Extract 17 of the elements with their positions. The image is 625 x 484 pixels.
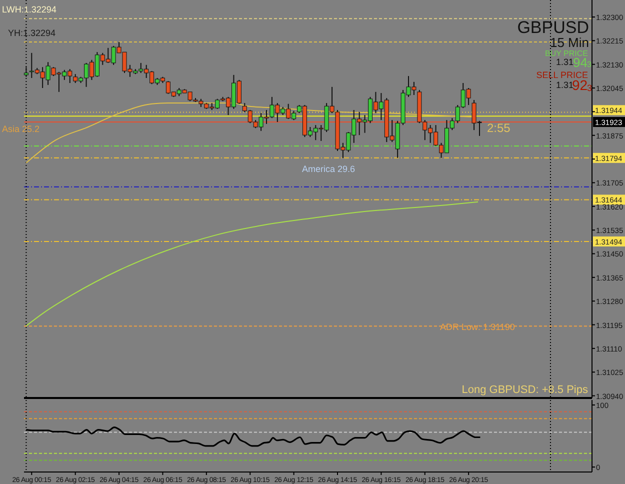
annotation: Long GBPUSD: +8.5 Pips (462, 384, 588, 396)
annotation: GBPUSD (517, 18, 589, 37)
annotation: BUY PRICE (545, 49, 588, 58)
ref-line-label: ADR Low: 1.31190 (440, 322, 515, 332)
annotation: Asia 25.2 (2, 124, 40, 134)
annotation: YH:1.32294 (8, 28, 56, 38)
annotation: 92 (572, 77, 588, 93)
annotation: SELL PRICE (536, 70, 588, 80)
annotation: 3 (587, 60, 592, 69)
annotation: 1.31 (556, 80, 574, 90)
annotation: 3 (587, 83, 592, 93)
annotation: 2:55 (487, 121, 511, 135)
candlestick (24, 66, 28, 78)
annotation: 94 (573, 55, 588, 70)
ref-line-label: LWH:1.32294 (2, 4, 56, 15)
annotation: 1.31 (556, 57, 574, 67)
annotation: America 29.6 (302, 164, 356, 174)
